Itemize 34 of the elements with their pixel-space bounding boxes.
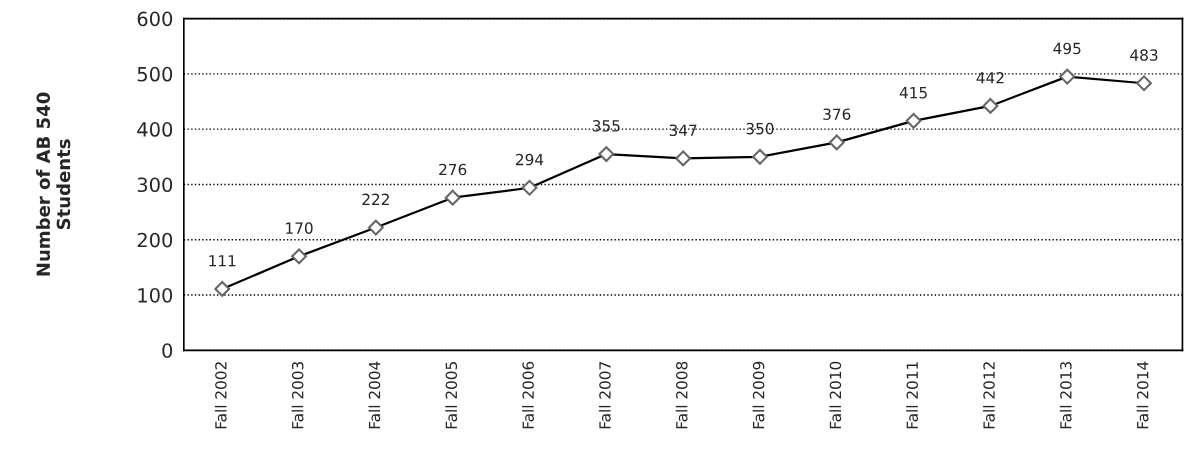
x-tick-label: Fall 2005: [445, 362, 458, 429]
x-tick-label: Fall 2009: [752, 361, 765, 429]
data-label: 294: [516, 153, 544, 166]
y-axis-title: Number of AB 540 Students: [36, 92, 71, 276]
y-tick-label: 200: [137, 232, 173, 248]
data-label: 111: [209, 255, 236, 267]
data-label: 442: [976, 71, 1004, 84]
x-tick-label: Fall 2004: [368, 361, 381, 429]
x-tick-label: Fall 2007: [598, 362, 611, 429]
data-label: 170: [286, 222, 313, 234]
y-tick-label: 600: [137, 11, 173, 27]
y-tick-label: 500: [137, 66, 173, 82]
y-tick-label: 400: [137, 122, 173, 137]
y-tick-label: 0: [162, 343, 173, 358]
x-tick-label: Fall 2012: [983, 362, 995, 429]
x-tick-label: Fall 2013: [1059, 361, 1072, 429]
x-tick-label: Fall 2002: [214, 362, 227, 429]
x-tick-label: Fall 2008: [675, 361, 688, 429]
x-tick-label: Fall 2014: [1136, 361, 1149, 429]
data-label: 495: [1053, 42, 1081, 55]
x-tick-label: Fall 2011: [906, 362, 919, 429]
x-tick-label: Fall 2003: [291, 361, 304, 429]
data-label: 347: [669, 124, 697, 137]
data-label: 276: [439, 163, 467, 176]
y-tick-label: 100: [138, 287, 173, 303]
x-tick-label: Fall 2006: [522, 361, 534, 429]
y-tick-label: 300: [137, 177, 173, 193]
data-label: 355: [592, 120, 620, 132]
data-label: 483: [1130, 49, 1158, 61]
data-label: 350: [746, 122, 774, 135]
data-label: 376: [823, 108, 851, 121]
data-label: 415: [899, 87, 927, 99]
data-label: 222: [362, 193, 389, 205]
x-tick-label: Fall 2010: [829, 361, 842, 429]
